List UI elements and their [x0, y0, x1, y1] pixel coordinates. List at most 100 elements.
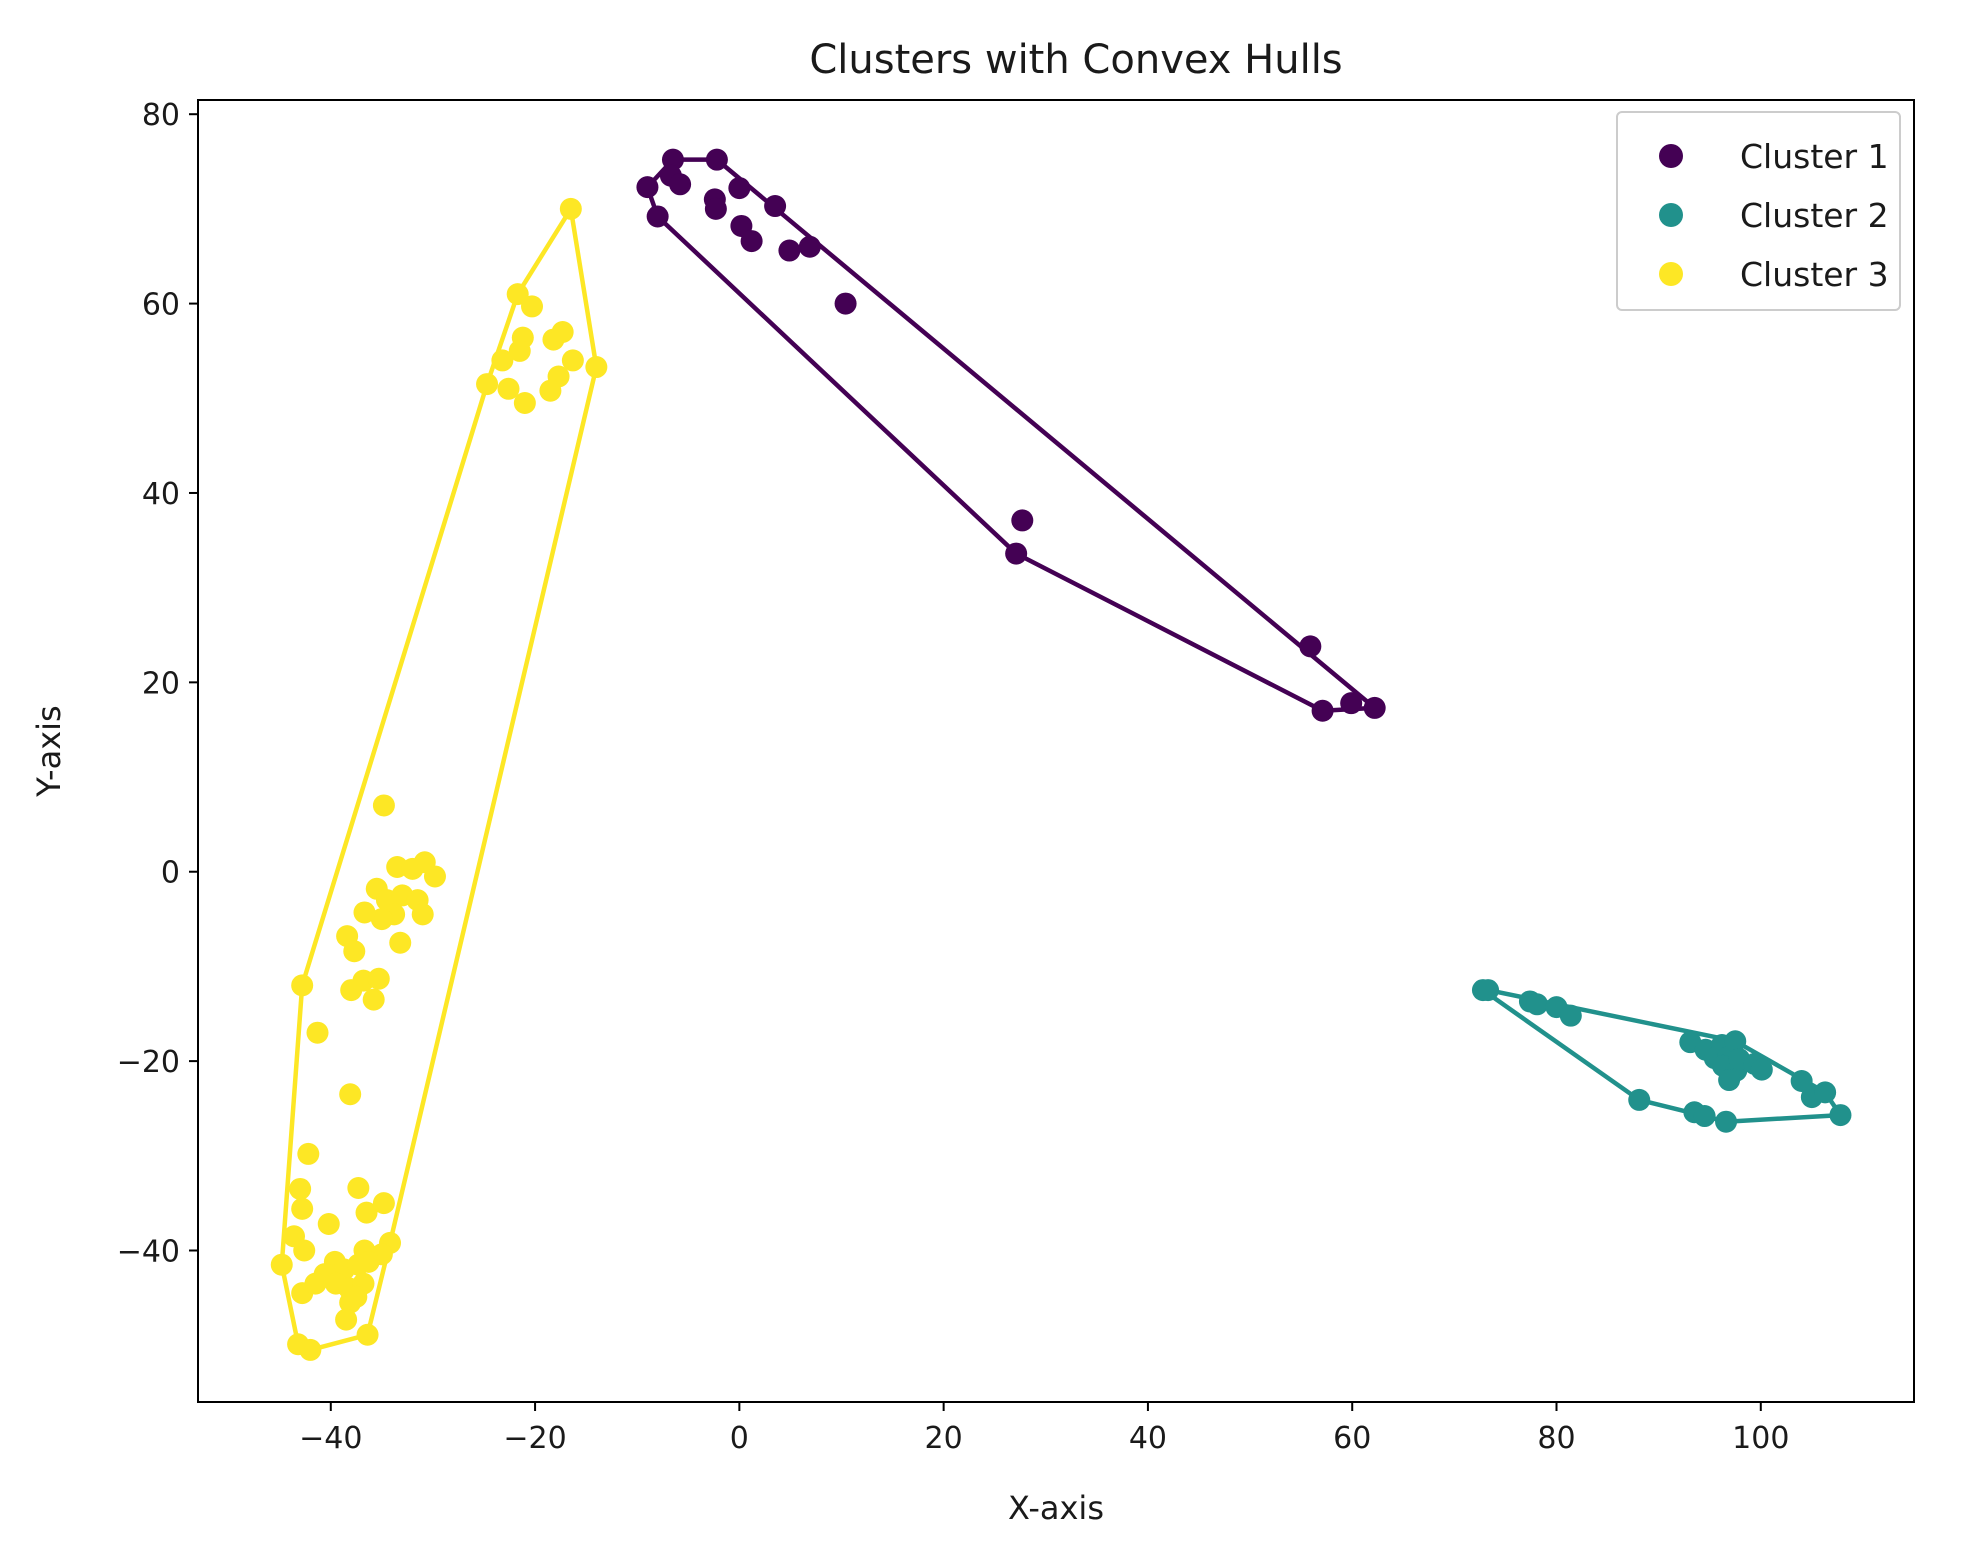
point-cluster-3-59: [270, 1253, 293, 1276]
y-tick-label: 20: [142, 666, 180, 701]
point-cluster-3-42: [355, 1201, 378, 1224]
point-cluster-3-16: [372, 794, 395, 817]
point-cluster-3-14: [497, 377, 520, 400]
y-tick-label: 40: [142, 477, 180, 512]
x-tick-label: 60: [1333, 1421, 1371, 1456]
point-cluster-3-36: [291, 974, 314, 997]
legend-label-cluster-1: Cluster 1: [1740, 137, 1889, 176]
legend-label-cluster-2: Cluster 2: [1740, 196, 1889, 235]
point-cluster-2-15: [1718, 1069, 1741, 1092]
point-cluster-1-11: [740, 230, 763, 253]
legend: Cluster 1 Cluster 2 Cluster 3: [1616, 111, 1901, 311]
point-cluster-3-67: [299, 1338, 322, 1361]
y-tick-label: 60: [142, 288, 180, 323]
point-cluster-3-35: [362, 988, 385, 1011]
point-cluster-2-19: [1750, 1058, 1773, 1081]
point-cluster-3-28: [411, 903, 434, 926]
x-tick-label: −40: [299, 1421, 362, 1456]
point-cluster-3-33: [340, 979, 363, 1002]
point-cluster-1-20: [1340, 692, 1363, 715]
point-cluster-3-20: [423, 865, 446, 888]
point-cluster-3-10: [585, 356, 608, 379]
point-cluster-3-12: [539, 379, 562, 402]
point-cluster-3-38: [339, 1083, 362, 1106]
point-cluster-2-4: [1526, 993, 1549, 1016]
point-cluster-1-15: [834, 292, 857, 315]
point-cluster-3-44: [291, 1197, 314, 1220]
legend-label-cluster-3: Cluster 3: [1740, 255, 1889, 294]
x-tick-label: 100: [1732, 1421, 1789, 1456]
legend-marker-cluster-1: [1659, 144, 1683, 168]
x-tick-label: 80: [1537, 1421, 1575, 1456]
point-cluster-2-25: [1814, 1081, 1837, 1104]
point-cluster-1-2: [661, 148, 684, 171]
x-tick-label: 40: [1129, 1421, 1167, 1456]
point-cluster-3-43: [372, 1192, 395, 1215]
point-cluster-3-54: [357, 1250, 380, 1273]
chart-title: Clusters with Convex Hulls: [809, 37, 1342, 83]
point-cluster-2-21: [1693, 1105, 1716, 1128]
series-cluster-2: [1471, 979, 1852, 1133]
point-cluster-1-12: [764, 195, 787, 218]
point-cluster-1-5: [705, 148, 728, 171]
point-cluster-3-65: [356, 1323, 379, 1346]
series-cluster-3: [270, 197, 608, 1361]
point-cluster-1-17: [1005, 542, 1028, 565]
point-cluster-3-1: [559, 197, 582, 220]
point-cluster-3-47: [293, 1239, 316, 1262]
point-cluster-1-1: [636, 176, 659, 199]
point-cluster-3-26: [370, 908, 393, 931]
point-cluster-3-9: [561, 349, 584, 372]
x-axis: −40 −20 0 20 40 60 80 100: [299, 1402, 1789, 1456]
point-cluster-1-4: [669, 173, 692, 196]
y-tick-label: −20: [117, 1045, 180, 1080]
point-cluster-2-2: [1477, 979, 1500, 1002]
point-cluster-3-31: [343, 940, 366, 963]
point-cluster-2-6: [1559, 1004, 1582, 1027]
x-tick-label: −20: [503, 1421, 566, 1456]
y-tick-label: 80: [142, 98, 180, 133]
point-cluster-3-37: [306, 1021, 329, 1044]
legend-frame: [1616, 111, 1901, 311]
point-cluster-3-41: [347, 1176, 370, 1199]
point-cluster-1-13: [778, 239, 801, 262]
plot-frame: [197, 99, 1915, 1403]
x-axis-label: X-axis: [1008, 1489, 1104, 1527]
point-cluster-3-7: [491, 349, 514, 372]
x-tick-label: 20: [925, 1421, 963, 1456]
point-cluster-3-40: [289, 1177, 312, 1200]
point-cluster-3-27: [353, 901, 376, 924]
point-cluster-3-3: [521, 295, 544, 318]
plot-area: [270, 148, 1852, 1361]
point-cluster-3-45: [317, 1212, 340, 1235]
point-cluster-1-8: [646, 205, 669, 228]
series-cluster-1: [636, 148, 1386, 722]
point-cluster-2-16: [1724, 1030, 1747, 1053]
point-cluster-3-29: [389, 931, 412, 954]
point-cluster-2-22: [1715, 1110, 1738, 1133]
point-cluster-3-13: [476, 373, 499, 396]
y-axis-label: Y-axis: [30, 705, 68, 797]
point-cluster-2-26: [1829, 1104, 1852, 1127]
point-cluster-3-34: [367, 967, 390, 990]
point-cluster-1-18: [1299, 635, 1322, 658]
y-tick-label: 0: [161, 856, 180, 891]
point-cluster-1-9: [728, 177, 751, 200]
point-cluster-1-7: [704, 197, 727, 220]
point-cluster-1-21: [1363, 696, 1386, 719]
x-tick-label: 0: [730, 1421, 749, 1456]
point-cluster-3-61: [304, 1272, 327, 1295]
point-cluster-1-19: [1311, 699, 1334, 722]
point-cluster-1-14: [798, 235, 821, 258]
y-tick-label: −40: [117, 1234, 180, 1269]
y-axis: −40 −20 0 20 40 60 80: [117, 98, 198, 1269]
point-cluster-3-63: [345, 1285, 368, 1308]
point-cluster-2-23: [1790, 1069, 1813, 1092]
point-cluster-3-6: [551, 320, 574, 343]
point-cluster-2-7: [1628, 1088, 1651, 1111]
legend-marker-cluster-3: [1659, 262, 1683, 286]
point-cluster-3-39: [297, 1142, 320, 1165]
legend-marker-cluster-2: [1659, 203, 1683, 227]
point-cluster-1-16: [1011, 509, 1034, 532]
